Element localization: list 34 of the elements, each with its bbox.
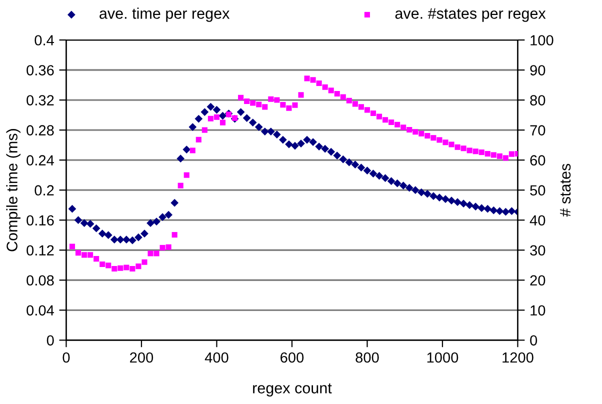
y2-tick-label: 60 xyxy=(530,155,546,166)
x-tick-label: 0 xyxy=(62,352,70,363)
x-tick-label: 800 xyxy=(356,352,379,363)
y-tick-label: 0.32 xyxy=(26,95,54,106)
y-tick-label: 0.12 xyxy=(26,245,54,256)
y-tick-label: 0.24 xyxy=(26,155,54,166)
y2-tick-label: 30 xyxy=(530,245,546,256)
y2-tick-label: 50 xyxy=(530,185,546,196)
y-tick-label: 0.08 xyxy=(26,275,54,286)
y-tick-label: 0 xyxy=(46,335,54,346)
y2-tick-label: 10 xyxy=(530,305,546,316)
y2-tick-label: 80 xyxy=(530,95,546,106)
y2-tick-label: 40 xyxy=(530,215,546,226)
y-axis-title: Compile time (ms) xyxy=(6,129,20,252)
legend-label: ave. #states per regex xyxy=(395,8,546,22)
x-tick-label: 600 xyxy=(280,352,304,363)
y-tick-label: 0.2 xyxy=(34,185,54,196)
y2-axis-title: # states xyxy=(560,164,571,217)
x-tick-label: 200 xyxy=(130,352,154,363)
x-tick-label: 400 xyxy=(204,352,228,363)
y2-tick-label: 20 xyxy=(530,275,546,286)
x-tick-label: 1200 xyxy=(502,352,534,363)
y-tick-label: 0.28 xyxy=(26,125,54,136)
y2-tick-label: 70 xyxy=(530,125,546,136)
y2-tick-label: 90 xyxy=(530,65,546,76)
y-tick-label: 0.36 xyxy=(26,65,54,76)
y-tick-label: 0.04 xyxy=(26,305,54,316)
x-axis-title: regex count xyxy=(253,383,332,396)
y2-tick-label: 0 xyxy=(530,335,538,346)
y2-tick-label: 100 xyxy=(530,35,554,46)
y-tick-label: 0.4 xyxy=(34,35,54,46)
y-tick-label: 0.16 xyxy=(26,215,54,226)
legend-label: ave. time per regex xyxy=(100,8,230,22)
x-tick-label: 1000 xyxy=(427,352,458,363)
